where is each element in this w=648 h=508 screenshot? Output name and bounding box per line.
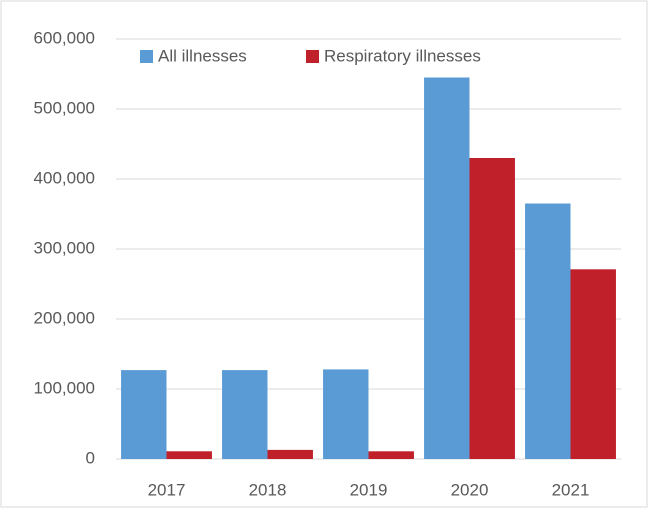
bar — [166, 451, 212, 459]
bar — [121, 370, 167, 459]
bar — [570, 269, 616, 459]
y-tick-label: 200,000 — [34, 308, 95, 327]
y-tick-label: 600,000 — [34, 28, 95, 47]
y-tick-label: 100,000 — [34, 378, 95, 397]
legend-swatch — [140, 50, 153, 63]
x-tick-label: 2021 — [552, 480, 590, 499]
bar — [525, 203, 571, 459]
y-tick-label: 400,000 — [34, 168, 95, 187]
y-tick-label: 300,000 — [34, 238, 95, 257]
x-tick-label: 2018 — [249, 480, 287, 499]
bar — [424, 77, 470, 459]
y-tick-label: 0 — [86, 448, 95, 467]
x-tick-label: 2019 — [350, 480, 388, 499]
x-tick-label: 2017 — [148, 480, 186, 499]
bar — [222, 370, 268, 459]
y-tick-label: 500,000 — [34, 98, 95, 117]
bar — [267, 449, 313, 459]
bar — [469, 158, 515, 459]
bar — [368, 451, 414, 459]
legend-label: Respiratory illnesses — [324, 46, 481, 65]
x-tick-label: 2020 — [451, 480, 489, 499]
legend-label: All illnesses — [158, 46, 247, 65]
legend-swatch — [306, 50, 319, 63]
bar — [323, 369, 369, 459]
